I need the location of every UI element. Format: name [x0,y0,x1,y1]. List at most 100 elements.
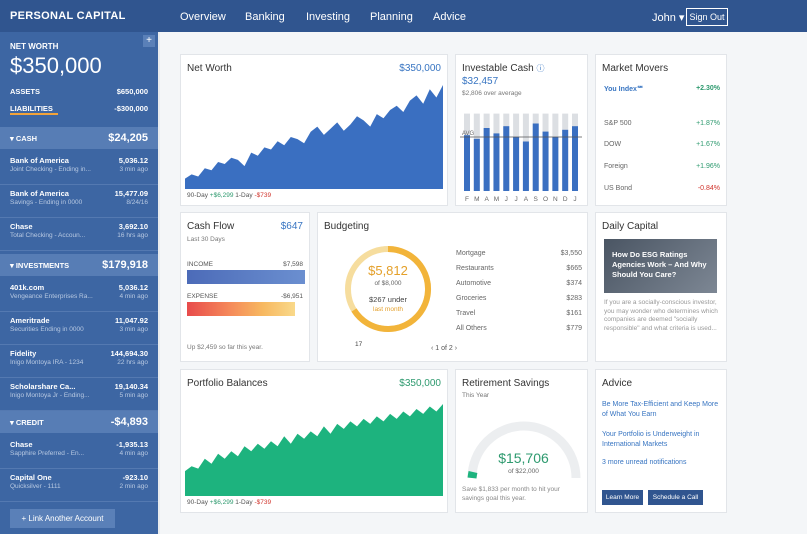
nav-planning[interactable]: Planning [370,11,413,23]
budget-row[interactable]: Restaurants $665 [456,265,582,272]
card-title: Portfolio Balances [187,378,268,389]
advice-link-3[interactable]: 3 more unread notifications [602,459,687,466]
add-icon[interactable]: + [143,35,155,47]
month-tick: M [474,196,479,203]
cash-flow-footer: Up $2,459 so far this year. [187,344,263,351]
month-tick: A [524,196,529,203]
account-row[interactable]: Scholarshare Ca... 19,140.34 Inigo Monto… [0,379,158,411]
cash-bar [542,131,549,191]
month-tick: O [543,196,548,203]
card-title: Cash Flow [187,221,235,232]
logo[interactable]: PERSONAL CAPITAL [10,10,126,22]
budget-pager[interactable]: ‹ 1 of 2 › [431,345,457,352]
link-account-button[interactable]: + Link Another Account [10,509,115,528]
budget-row[interactable]: All Others $779 [456,325,582,332]
area-series [185,85,443,189]
sign-out-button[interactable]: Sign Out [686,8,728,26]
account-sub: Securities Ending in 0000 [10,326,84,333]
cash-value: $24,205 [108,132,148,144]
month-tick: M [494,196,499,203]
account-row[interactable]: Chase -1,935.13 Sapphire Preferred - En.… [0,437,158,469]
account-row[interactable]: Ameritrade 11,047.92 Securities Ending i… [0,313,158,345]
change-1-label: 1-Day [235,499,253,506]
chevron-right-icon[interactable]: › [454,345,458,352]
cash-section-header[interactable]: ▾ CASH $24,205 [0,127,158,149]
article-image[interactable]: How Do ESG Ratings Agencies Work – And W… [604,239,717,293]
budget-row[interactable]: Travel $161 [456,310,582,317]
account-amount: 15,477.09 [114,189,148,198]
change-legend: 90-Day +$6,299 1-Day -$739 [187,499,271,506]
budget-row[interactable]: Groceries $283 [456,295,582,302]
cash-bar [493,133,500,191]
cash-flow-card[interactable]: Cash Flow $647 Last 30 Days INCOME $7,59… [180,212,310,362]
card-title: Daily Capital [602,221,659,232]
market-name: Foreign [604,163,628,170]
investments-label: ▾ INVESTMENTS [10,261,70,270]
account-row[interactable]: Capital One -923.10 Quicksilver - 1111 2… [0,470,158,502]
advice-link-2[interactable]: Your Portfolio is Underweight in Interna… [602,431,700,448]
liabilities-row[interactable]: LIABILITIES -$300,000 [10,104,148,113]
assets-value: $650,000 [116,87,148,96]
credit-section-header[interactable]: ▾ CREDIT -$4,893 [0,411,158,433]
budget-row[interactable]: Automotive $374 [456,280,582,287]
budget-value: $665 [566,265,582,272]
investments-section-header[interactable]: ▾ INVESTMENTS $179,918 [0,254,158,276]
card-title: Retirement Savings [462,378,550,389]
retirement-of-label: of $22,000 [508,468,539,475]
advice-link-1[interactable]: Be More Tax-Efficient and Keep More of W… [602,401,719,418]
budget-value: $3,550 [560,250,582,257]
nav-investing[interactable]: Investing [306,11,351,23]
retirement-subtitle: This Year [462,392,490,399]
market-row[interactable]: US Bond -0.84% [604,185,720,192]
investable-cash-card[interactable]: Investable Cash ⓘ $32,457 $2,806 over av… [455,54,588,206]
market-row[interactable]: Foreign +1.96% [604,163,720,170]
budget-category: Automotive [456,280,492,287]
budget-category: Travel [456,310,476,317]
nav-banking[interactable]: Banking [245,11,285,23]
account-sub: Joint Checking - Ending in... [10,166,91,173]
daily-capital-card[interactable]: Daily Capital How Do ESG Ratings Agencie… [595,212,727,362]
portfolio-chart[interactable] [185,400,443,496]
market-row[interactable]: You Index℠ +2.30% [604,85,720,93]
advice-card[interactable]: Advice Be More Tax-Efficient and Keep Mo… [595,369,727,513]
account-row[interactable]: Fidelity 144,694.30 Inigo Montoya IRA - … [0,346,158,378]
market-row[interactable]: DOW +1.67% [604,141,720,148]
investments-value: $179,918 [102,259,148,271]
account-row[interactable]: Chase 3,692.10 Total Checking - Accoun..… [0,219,158,251]
budget-day: 17 [355,341,363,348]
market-value: +1.67% [696,141,720,148]
budget-value: $161 [566,310,582,317]
cash-bar [483,128,490,191]
market-row[interactable]: S&P 500 +1.87% [604,120,720,127]
account-row[interactable]: Bank of America 15,477.09 Savings - Endi… [0,186,158,218]
account-time: 3 min ago [119,326,148,333]
income-bar [187,270,305,284]
card-title: Investable Cash ⓘ [462,63,545,74]
nav-advice[interactable]: Advice [433,11,467,23]
retirement-savings-card[interactable]: Retirement Savings This Year $15,706 of … [455,369,588,513]
budgeting-card[interactable]: Budgeting $5,812 of $8,000 $267 under la… [317,212,588,362]
net-worth-card[interactable]: Net Worth $350,000 90-Day +$6,299 1-Day … [180,54,448,206]
chevron-left-icon[interactable]: ‹ [431,345,434,352]
market-movers-card[interactable]: Market Movers You Index℠ +2.30% S&P 500 … [595,54,727,206]
card-title: Market Movers [602,63,669,74]
account-sub: Quicksilver - 1111 [10,483,61,490]
account-row[interactable]: Bank of America 5,036.12 Joint Checking … [0,153,158,185]
user-menu[interactable]: John ▾ [652,12,685,24]
cash-bar [532,123,539,191]
account-sub: Savings - Ending in 0000 [10,199,83,206]
learn-more-button[interactable]: Learn More [602,490,643,505]
schedule-call-button[interactable]: Schedule a Call [648,490,703,505]
assets-row[interactable]: ASSETS $650,000 [10,87,148,96]
net-worth-chart[interactable] [185,81,443,189]
account-time: 4 min ago [119,293,148,300]
month-tick: F [465,196,469,203]
portfolio-balances-card[interactable]: Portfolio Balances $350,000 90-Day +$6,2… [180,369,448,513]
account-row[interactable]: 401k.com 5,036.12 Vengeance Enterprises … [0,280,158,312]
market-name: You Index℠ [604,86,645,93]
budget-row[interactable]: Mortgage $3,550 [456,250,582,257]
account-amount: 11,047.92 [115,316,148,325]
account-sub: Sapphire Preferred - En... [10,450,85,457]
nav-overview[interactable]: Overview [180,11,226,23]
